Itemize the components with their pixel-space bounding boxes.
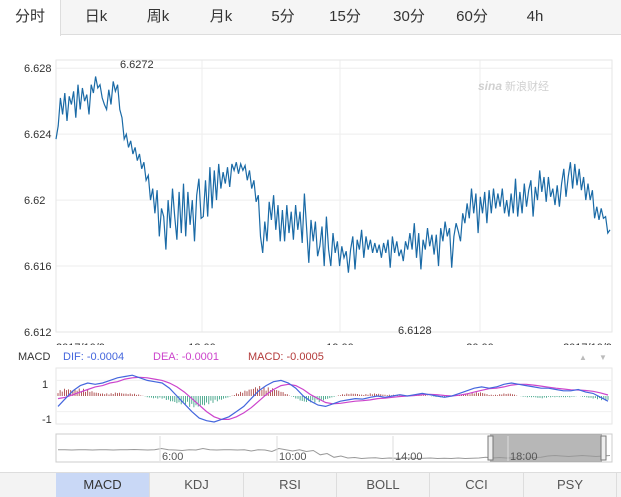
price-chart[interactable]: 6.628 6.624 6.62 6.616 6.612 2017/10/9 18:00 1…	[0, 35, 621, 345]
tab-4h[interactable]: 4h	[526, 8, 544, 25]
indicator-tab-rsi[interactable]: RSI	[244, 473, 337, 497]
x-tick-label: 18:00	[188, 342, 216, 345]
navigator-left-handle[interactable]	[487, 435, 494, 461]
dea-line	[57, 376, 609, 421]
collapse-down-icon[interactable]: ▼	[599, 353, 607, 362]
y-tick-label: 6.628	[24, 63, 52, 75]
tab-minute[interactable]: 分时	[0, 0, 61, 36]
macd-title: MACD	[18, 351, 51, 363]
plot-frame	[55, 59, 613, 333]
tab-monthly-k[interactable]: 月k	[209, 8, 233, 25]
y-tick-label: 6.612	[24, 327, 52, 339]
y-tick-label: 6.616	[24, 261, 52, 273]
y-tick-label: 6.62	[24, 195, 45, 207]
y-tick-label: 6.624	[24, 129, 52, 141]
tab-30min[interactable]: 30分	[393, 8, 425, 25]
navigator-time-label: 10:00	[279, 451, 307, 463]
indicator-tab-cci[interactable]: CCI	[430, 473, 524, 497]
indicator-tab-psy[interactable]: PSY	[524, 473, 617, 497]
macd-y-tick-bottom: -1	[42, 414, 52, 426]
svg-text:sina: sina	[478, 79, 502, 93]
y-axis-labels: 6.628 6.624 6.62 6.616 6.612	[24, 63, 52, 339]
indicator-tab-kdj[interactable]: KDJ	[150, 473, 244, 497]
price-line	[55, 76, 611, 273]
chart-grid	[55, 59, 613, 333]
tab-15min[interactable]: 15分	[329, 8, 361, 25]
watermark-text: 新浪财经	[505, 79, 549, 93]
navigator-time-labels: 6:00 10:00 14:00 18:00	[159, 436, 538, 463]
macd-value-label: MACD: -0.0005	[248, 351, 324, 363]
high-price-label: 6.6272	[120, 59, 154, 71]
indicator-tab-boll[interactable]: BOLL	[337, 473, 430, 497]
x-tick-label: 2017/10/9	[56, 342, 105, 345]
macd-y-tick-top: 1	[42, 379, 48, 391]
tab-weekly-k[interactable]: 周k	[146, 8, 170, 25]
dif-line	[57, 374, 609, 423]
macd-frame	[55, 367, 613, 425]
range-navigator[interactable]: 6:00 10:00 14:00 18:00	[0, 431, 621, 467]
x-tick-label: 2017/10/9	[563, 342, 612, 345]
macd-chart: 1 -1	[42, 367, 613, 426]
period-tab-bar: 分时 日k 周k 月k 5分 15分 30分 60分 4h	[0, 0, 621, 36]
navigator-time-label: 14:00	[395, 451, 423, 463]
navigator-selected-range[interactable]	[490, 434, 602, 462]
indicator-tab-bar: MACD KDJ RSI BOLL CCI PSY	[0, 472, 621, 497]
x-axis-labels: 2017/10/9 18:00 19:00 20:00 2017/10/9	[56, 342, 612, 345]
collapse-up-icon[interactable]: ▲	[579, 353, 587, 362]
low-price-label: 6.6128	[398, 325, 432, 337]
tab-5min[interactable]: 5分	[271, 8, 295, 25]
navigator-right-handle[interactable]	[600, 435, 607, 461]
macd-dif-label: DIF: -0.0004	[63, 351, 125, 363]
tab-daily-k[interactable]: 日k	[84, 8, 108, 25]
indicator-tab-macd[interactable]: MACD	[56, 473, 150, 497]
tab-60min[interactable]: 60分	[456, 8, 488, 25]
navigator-time-label: 18:00	[510, 451, 538, 463]
x-tick-label: 19:00	[326, 342, 354, 345]
macd-dea-label: DEA: -0.0001	[153, 351, 220, 363]
navigator-time-label: 6:00	[162, 451, 183, 463]
x-tick-label: 20:00	[466, 342, 494, 345]
sina-logo: sina 新浪财经	[478, 79, 549, 93]
